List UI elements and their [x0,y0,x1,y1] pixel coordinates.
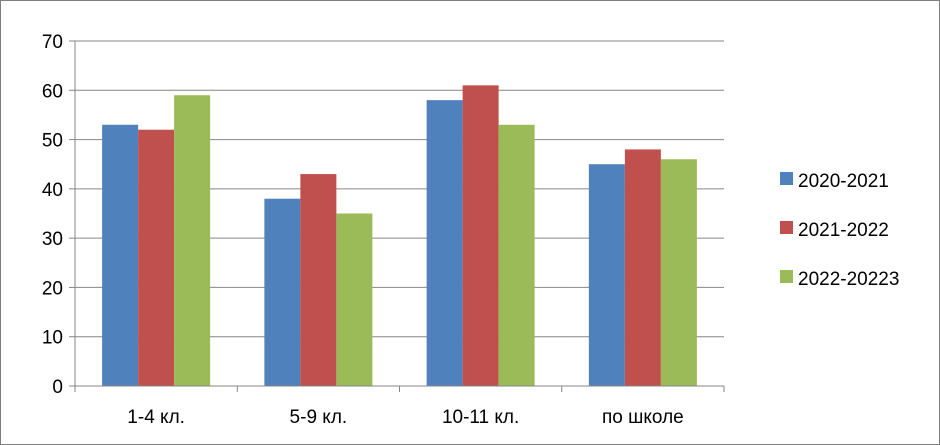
bar-1-3 [174,95,211,386]
y-tick-labels: 0 10 20 30 40 50 60 70 [42,32,63,398]
legend: 2020-2021 2021-2022 2022-20223 [780,171,899,290]
y-tick-label-20: 20 [42,278,63,299]
x-tick-label-2: 5-9 кл. [290,407,348,428]
x-tick-label-4: по школе [602,407,684,428]
y-tick-label-70: 70 [42,32,63,53]
bar-3-3 [498,124,535,387]
bar-3-1 [426,100,463,387]
y-tick-label-50: 50 [42,131,63,152]
y-tick-label-60: 60 [42,81,63,102]
y-tick-label-30: 30 [42,229,63,250]
bar-2-1 [264,198,301,386]
legend-label-2: 2021-2022 [798,220,889,241]
bar-1-1 [102,124,139,387]
legend-label-3: 2022-20223 [798,269,899,290]
legend-swatch-2 [780,221,793,234]
y-tick-label-40: 40 [42,180,63,201]
x-tick-label-1: 1-4 кл. [127,407,185,428]
bar-4-1 [588,164,625,386]
bar-2-3 [336,213,373,386]
legend-label-1: 2020-2021 [798,171,889,192]
y-tick-label-0: 0 [52,377,63,398]
bar-2-2 [300,174,337,386]
bar-1-2 [138,129,175,386]
x-tick-labels: 1-4 кл. 5-9 кл. 10-11 кл. по школе [127,407,683,428]
y-tick-label-10: 10 [42,328,63,349]
bars [102,85,697,387]
legend-swatch-3 [780,270,793,283]
bar-3-2 [462,85,499,386]
axes [69,40,725,392]
bar-4-3 [660,159,697,386]
x-tick-label-3: 10-11 кл. [442,407,519,428]
bar-4-2 [624,149,661,386]
legend-swatch-1 [780,172,793,185]
